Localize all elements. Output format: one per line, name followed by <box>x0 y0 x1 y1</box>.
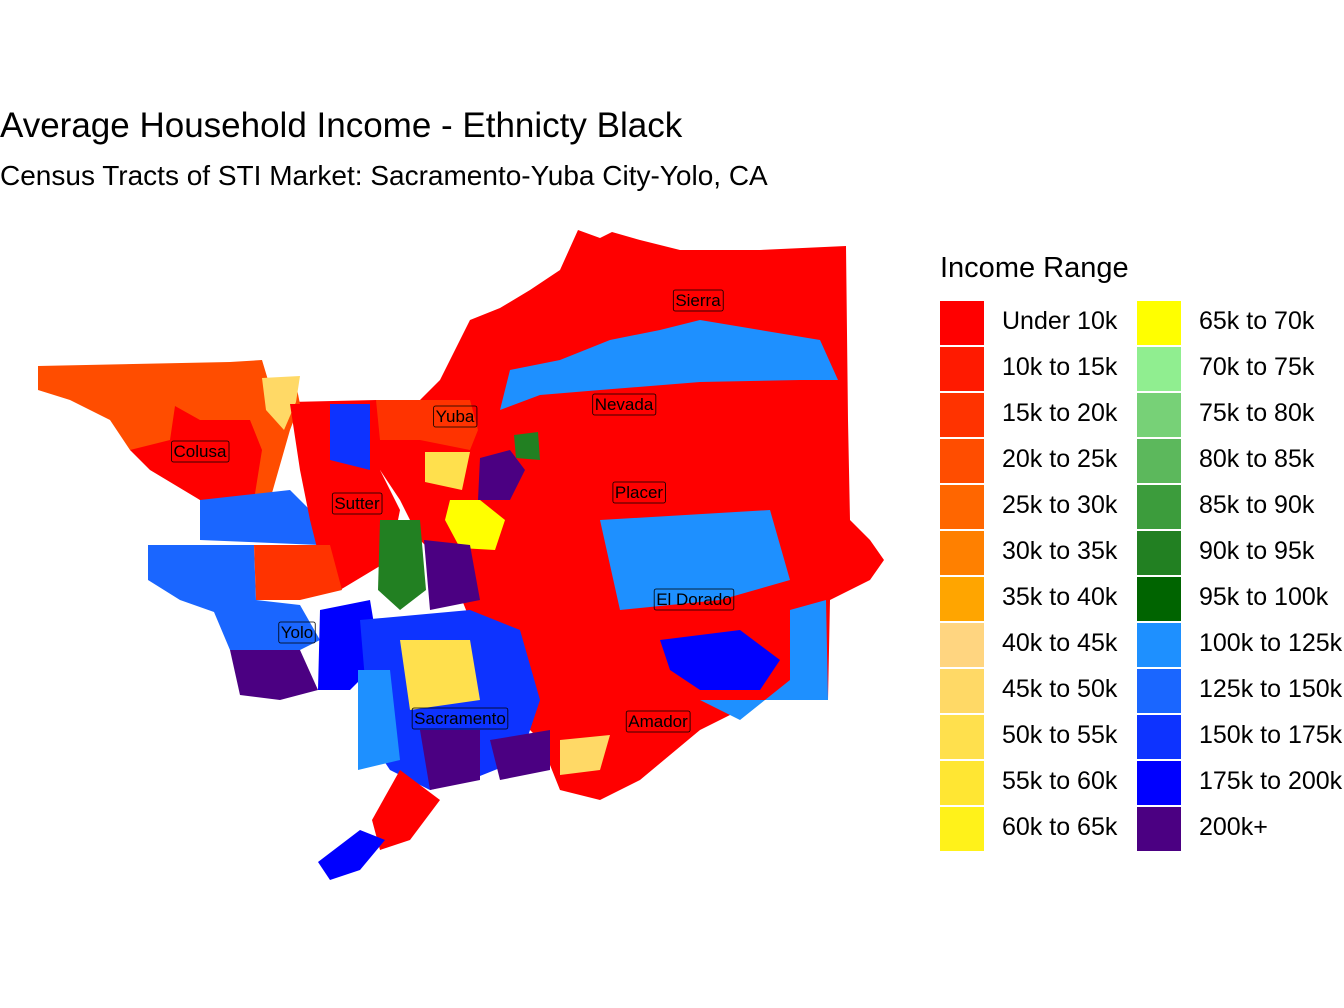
legend-swatch <box>940 439 984 483</box>
legend-swatch <box>940 347 984 391</box>
legend-label: 75k to 80k <box>1199 399 1315 427</box>
legend-item: 10k to 15k <box>940 347 1150 391</box>
region-yolo-purple <box>230 650 318 700</box>
legend-item: 35k to 40k <box>940 577 1150 621</box>
legend-swatch <box>1137 761 1181 805</box>
legend-label: 150k to 175k <box>1199 721 1343 749</box>
legend-item: 75k to 80k <box>1137 393 1344 437</box>
region-yolo-orange <box>254 545 342 600</box>
legend-label: 125k to 150k <box>1199 675 1343 703</box>
legend-label: 45k to 50k <box>1002 675 1118 703</box>
legend-label: 55k to 60k <box>1002 767 1118 795</box>
legend-swatch <box>1137 439 1181 483</box>
legend-item: 55k to 60k <box>940 761 1150 805</box>
legend-label: 20k to 25k <box>1002 445 1118 473</box>
legend-item: 200k+ <box>1137 807 1344 851</box>
region-yuba-yellow <box>445 500 505 550</box>
legend-item: 50k to 55k <box>940 715 1150 759</box>
legend-label: 15k to 20k <box>1002 399 1118 427</box>
region-sutter-blue <box>330 404 370 470</box>
legend-label: 50k to 55k <box>1002 721 1118 749</box>
legend-item: 15k to 20k <box>940 393 1150 437</box>
legend-label: 40k to 45k <box>1002 629 1118 657</box>
legend-label: 85k to 90k <box>1199 491 1315 519</box>
legend-swatch <box>940 301 984 345</box>
legend-item: 65k to 70k <box>1137 301 1344 345</box>
legend-label: 65k to 70k <box>1199 307 1315 335</box>
legend-label: 70k to 75k <box>1199 353 1315 381</box>
legend-item: 60k to 65k <box>940 807 1150 851</box>
legend-label: 95k to 100k <box>1199 583 1329 611</box>
legend-item: 125k to 150k <box>1137 669 1344 713</box>
legend-swatch <box>1137 807 1181 851</box>
region-sacramento-lightblue <box>358 670 400 770</box>
legend-swatch <box>1137 393 1181 437</box>
region-el-dorado-blue <box>660 630 780 690</box>
legend-swatch <box>1137 485 1181 529</box>
chart-subtitle: Census Tracts of STI Market: Sacramento-… <box>0 160 768 191</box>
legend-item: 100k to 125k <box>1137 623 1344 667</box>
legend-swatch <box>940 393 984 437</box>
legend-label: 35k to 40k <box>1002 583 1118 611</box>
legend-item: 95k to 100k <box>1137 577 1344 621</box>
legend: Income Range Under 10k 10k to 15k 15k to 2… <box>940 252 1344 872</box>
legend-label: 60k to 65k <box>1002 813 1118 841</box>
legend-swatch <box>940 669 984 713</box>
region-sacramento-south-yellow <box>560 735 610 775</box>
legend-swatch <box>940 715 984 759</box>
region-sacramento-purple <box>420 730 480 790</box>
region-yuba-green <box>514 432 540 460</box>
region-nevada-blue <box>500 320 838 410</box>
legend-label: 90k to 95k <box>1199 537 1315 565</box>
region-delta <box>372 770 440 850</box>
legend-label: 200k+ <box>1199 813 1268 841</box>
region-amador-blue <box>700 600 828 720</box>
legend-item: 150k to 175k <box>1137 715 1344 759</box>
legend-swatch <box>1137 531 1181 575</box>
legend-item: 25k to 30k <box>940 485 1150 529</box>
legend-item: 30k to 35k <box>940 531 1150 575</box>
region-sacramento-east-purple <box>490 730 550 780</box>
region-el-dorado <box>600 510 790 610</box>
legend-title: Income Range <box>940 252 1129 284</box>
legend-swatch <box>1137 715 1181 759</box>
legend-item: 20k to 25k <box>940 439 1150 483</box>
legend-item: 90k to 95k <box>1137 531 1344 575</box>
legend-label: 30k to 35k <box>1002 537 1118 565</box>
legend-swatch <box>940 807 984 851</box>
legend-swatch <box>1137 623 1181 667</box>
legend-item: 80k to 85k <box>1137 439 1344 483</box>
legend-item: Under 10k <box>940 301 1150 345</box>
legend-swatch <box>1137 669 1181 713</box>
region-sutter-green <box>378 520 426 610</box>
legend-swatch <box>940 761 984 805</box>
legend-label: 100k to 125k <box>1199 629 1343 657</box>
legend-item: 85k to 90k <box>1137 485 1344 529</box>
region-sutter-purple <box>424 540 480 610</box>
legend-label: 25k to 30k <box>1002 491 1118 519</box>
region-colusa-blue <box>200 490 320 545</box>
legend-label: 10k to 15k <box>1002 353 1118 381</box>
region-delta-blue <box>318 830 385 880</box>
legend-item: 175k to 200k <box>1137 761 1344 805</box>
region-yuba-purple <box>478 450 525 500</box>
region-colusa-yellow <box>262 376 300 430</box>
region-yuba-lightyellow <box>425 452 470 490</box>
legend-label: 80k to 85k <box>1199 445 1315 473</box>
legend-item: 45k to 50k <box>940 669 1150 713</box>
legend-swatch <box>940 577 984 621</box>
legend-label: 175k to 200k <box>1199 767 1343 795</box>
legend-swatch <box>1137 347 1181 391</box>
legend-item: 40k to 45k <box>940 623 1150 667</box>
legend-swatch <box>940 623 984 667</box>
legend-swatch <box>1137 301 1181 345</box>
chart-title: Average Household Income - Ethnicty Blac… <box>0 106 683 145</box>
legend-item: 70k to 75k <box>1137 347 1344 391</box>
legend-swatch <box>940 485 984 529</box>
region-sacramento-yellow <box>400 640 480 710</box>
legend-label: Under 10k <box>1002 307 1118 335</box>
region-yolo-blue <box>148 545 320 650</box>
legend-swatch <box>940 531 984 575</box>
legend-swatch <box>1137 577 1181 621</box>
